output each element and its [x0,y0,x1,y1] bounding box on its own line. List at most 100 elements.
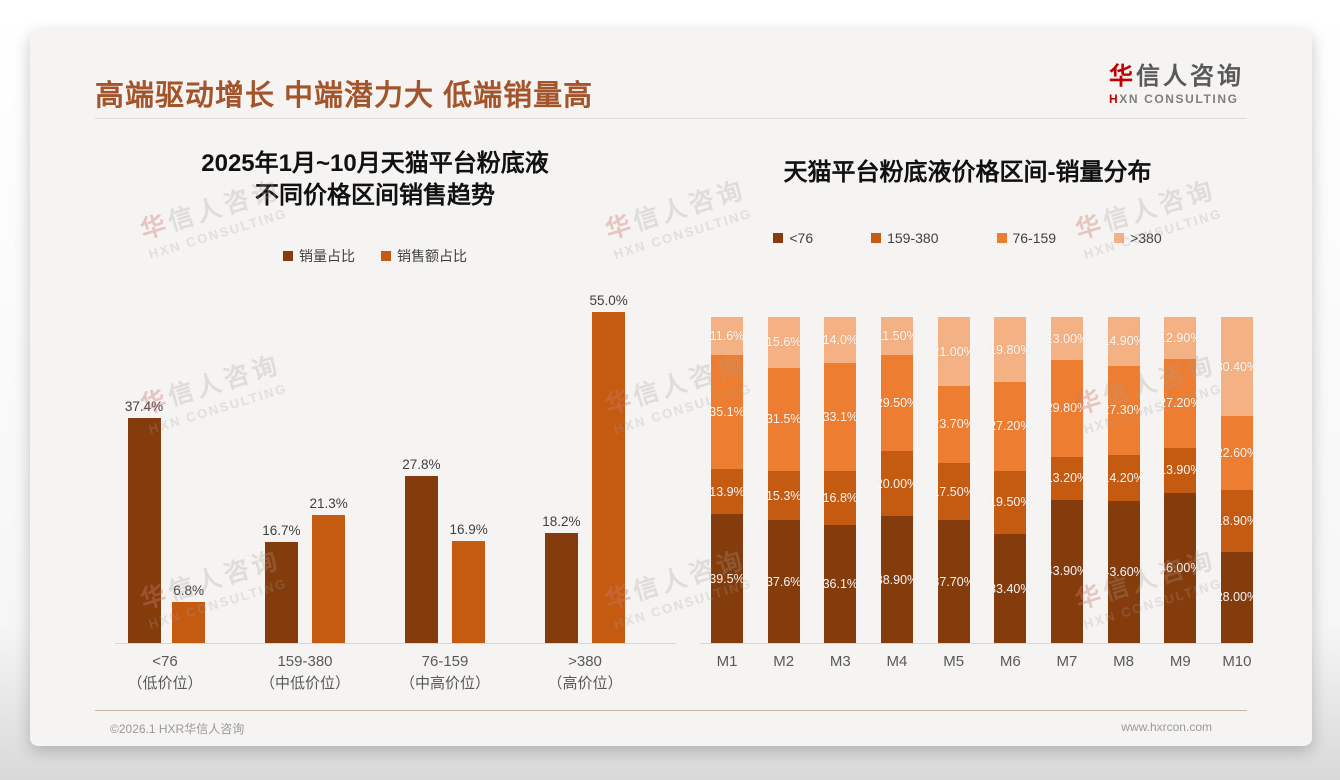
page-title: 高端驱动增长 中端潜力大 低端销量高 [95,80,594,112]
category-label: >380 （高价位） [515,651,655,695]
bar [264,542,298,643]
segment-value-label: 15.6% [765,335,802,350]
segment-value-label: 11.6% [709,328,745,343]
month-label: M2 [773,653,795,670]
segment-value-label: 46.00% [1159,561,1202,576]
stacked-segment: 15.6% [765,317,802,368]
bar-value-label: 6.8% [173,583,205,599]
bar-group: 37.4% 6.8% <76 （低价位） [95,270,235,692]
stacked-column: 14.0% 33.1% 16.8% 36.1% M3 [822,317,859,670]
segment-value-label: 43.90% [1045,564,1089,579]
segment-value-label: 29.50% [875,395,919,410]
header-divider [95,118,1247,119]
stacked-segment: 15.3% [766,470,801,521]
bar-group: 16.7% 21.3% 159-380 （中低价位） [235,270,375,692]
month-label: M8 [1113,653,1135,670]
right-chart-plot-area: 11.6% 35.1% 13.9% 39.5% M1 15.6% 31.5% 15.3% 37.… [709,317,1258,670]
legend-item: >380 [1114,230,1162,246]
segment-value-label: 22.60% [1215,446,1259,461]
right-chart-legend: <76 159-380 76-159 >380 [685,230,1250,246]
stacked-column: 30.40% 22.60% 18.90% 28.00% M10 [1216,317,1258,670]
legend-swatch [381,251,391,261]
stacked-segment: 30.40% [1216,317,1258,417]
stacked-segment: 43.60% [1102,500,1145,643]
legend-label: 销量占比 [299,248,355,264]
bar-pair: 27.8% 16.9% [375,457,515,643]
stacked-segment: 14.0% [822,317,859,363]
legend-item: 销售额占比 [381,246,467,266]
bar [127,417,161,643]
stacked-segment: 12.90% [1159,317,1201,360]
segment-value-label: 13.20% [1045,471,1089,486]
segment-value-label: 29.80% [1045,401,1089,416]
segment-value-label: 43.60% [1102,564,1145,579]
month-label: M4 [886,653,908,670]
stacked-segment: 22.60% [1216,416,1258,491]
footer-website: www.hxrcon.com [1121,720,1212,734]
category-subname: （低价位） [127,674,203,692]
slide-card: 高端驱动增长 中端潜力大 低端销量高 华信人咨询 HXN CONSULTING … [30,30,1312,746]
bar-with-label: 21.3% [310,496,348,643]
category-subname: （高价位） [547,674,623,692]
stacked-segment: 18.90% [1216,490,1258,552]
stacked-segment: 20.00% [876,451,918,517]
category-name: 159-380 [277,653,333,670]
stacked-column: 15.6% 31.5% 15.3% 37.6% M2 [765,317,802,670]
bar-with-label: 16.9% [450,522,488,643]
segment-value-label: 13.9% [709,484,745,499]
bar-group: 27.8% 16.9% 76-159 （中高价位） [375,270,515,692]
stacked-segment: 27.30% [1102,365,1145,455]
left-chart-plot-area: 37.4% 6.8% <76 （低价位） 16.7% 21.3% 159-380 （中低价位）… [95,270,655,692]
stacked-segment: 16.8% [823,470,858,526]
legend-item: 销量占比 [283,246,355,266]
segment-value-label: 14.90% [1102,334,1145,349]
stacked-segment: 28.00% [1216,551,1258,643]
segment-value-label: 37.70% [932,574,975,589]
month-label: M5 [943,653,965,670]
category-subname: （中低价位） [259,674,350,692]
stacked-column: 11.50% 29.50% 20.00% 38.90% M4 [876,317,918,670]
left-chart-x-axis [115,643,676,644]
legend-label: <76 [789,230,814,246]
segment-value-label: 37.6% [765,574,802,589]
stacked-column: 13.00% 29.80% 13.20% 43.90% M7 [1046,317,1088,670]
month-label: M6 [999,653,1021,670]
bar [172,602,206,643]
segment-value-label: 14.20% [1102,470,1145,485]
left-chart-legend: 销量占比 销售额占比 [95,246,655,266]
segment-value-label: 23.70% [932,417,975,432]
segment-value-label: 35.1% [709,404,745,419]
stacked-segment: 46.00% [1159,493,1201,643]
legend-item: <76 [773,230,813,246]
right-chart-x-axis [700,643,1250,644]
stacked-segment: 39.5% [709,514,745,643]
legend-item: 76-159 [996,230,1056,246]
bar-pair: 37.4% 6.8% [95,399,235,643]
segment-value-label: 30.40% [1215,359,1259,374]
bar [592,311,626,643]
segment-value-label: 31.5% [765,412,802,427]
month-label: M1 [716,653,738,670]
segment-value-label: 13.90% [1159,463,1202,478]
segment-value-label: 19.80% [989,342,1032,357]
month-label: M3 [829,653,851,670]
watermark-red-char: 华 [602,209,639,245]
stacked-segment: 33.40% [989,534,1031,643]
bar-value-label: 18.2% [542,514,581,530]
bar-value-label: 55.0% [589,292,628,308]
bar [544,533,578,643]
month-label: M10 [1222,653,1252,670]
stacked-column: 12.90% 27.20% 13.90% 46.00% M9 [1159,317,1201,670]
segment-value-label: 12.90% [1159,331,1202,346]
legend-swatch [283,251,293,261]
legend-swatch [1114,233,1125,243]
stacked-segment: 13.20% [1046,456,1088,500]
stacked-segment: 27.20% [1159,359,1201,448]
legend-label: 159-380 [887,230,939,246]
bar-with-label: 27.8% [402,457,441,643]
stacked-segment: 27.20% [989,381,1031,471]
stacked-segment: 38.90% [876,516,918,643]
bar-with-label: 18.2% [542,514,581,643]
segment-value-label: 14.0% [822,332,859,347]
watermark-red-char: 华 [137,209,174,245]
